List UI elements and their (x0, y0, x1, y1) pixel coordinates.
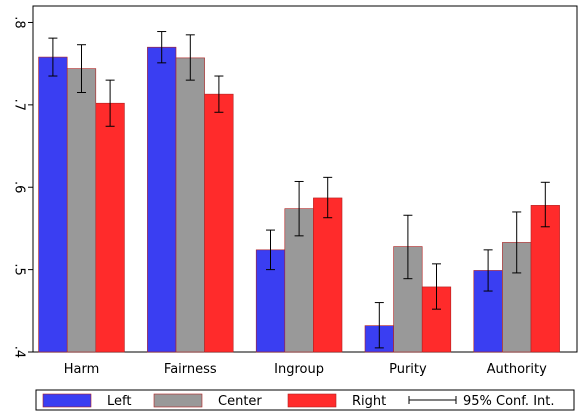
bar-right (204, 93, 234, 353)
legend-label-left: Left (107, 394, 131, 409)
legend-swatch-left (42, 393, 92, 408)
y-tick-label: .7 (12, 99, 27, 111)
chart-legend: Left Center Right 95% Conf. Int. (35, 389, 575, 411)
x-tick-labels: Harm Fairness Ingroup Purity Authority (64, 362, 547, 377)
y-tick-label: .8 (12, 16, 27, 28)
x-tick-label: Ingroup (274, 362, 324, 377)
y-tick-label: .5 (12, 263, 27, 275)
chart-error-bars (48, 31, 550, 349)
x-tick-label: Authority (487, 362, 547, 377)
y-tick-label: .6 (12, 181, 27, 193)
x-tick-label: Harm (64, 362, 100, 377)
legend-label-right: Right (352, 394, 386, 409)
y-tick-label: .4 (12, 346, 27, 358)
bar-center (66, 68, 97, 353)
legend-label-center: Center (218, 394, 262, 409)
x-tick-label: Fairness (164, 362, 217, 377)
x-tick-label: Purity (389, 362, 427, 377)
legend-swatch-right (287, 393, 337, 408)
legend-label-ci: 95% Conf. Int. (463, 394, 555, 409)
bar-center (175, 57, 205, 353)
bar-right (313, 197, 343, 353)
bar-right (95, 102, 125, 353)
legend-swatch-center (153, 393, 203, 408)
bar-right (530, 205, 560, 353)
bar-left (38, 56, 68, 353)
bar-left (147, 46, 177, 353)
